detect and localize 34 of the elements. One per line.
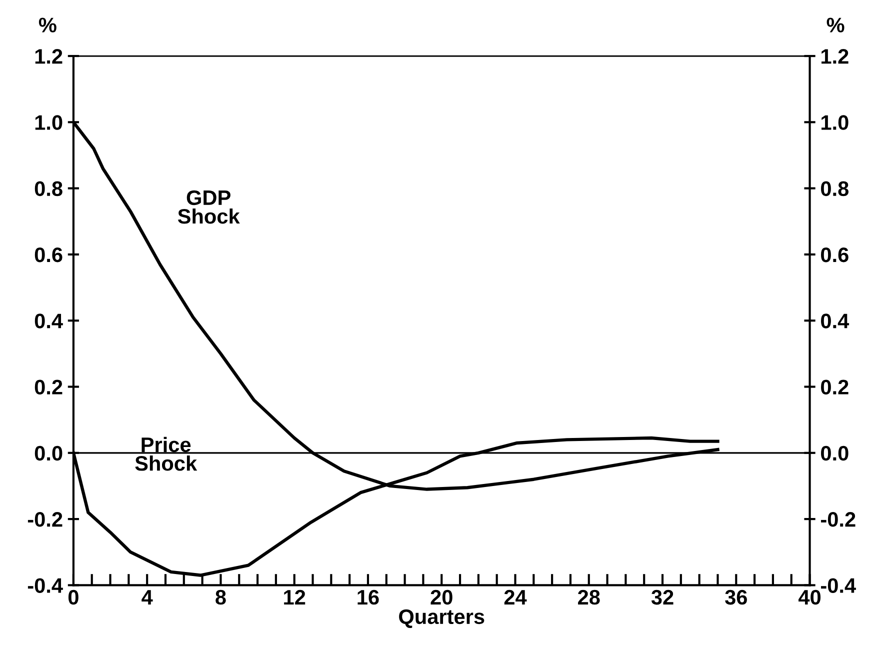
x-tick-label: 28 [578,590,600,605]
x-axis-title: Quarters [399,609,484,628]
x-tick-label: 0 [68,590,78,605]
y2-tick-label: 0.8 [821,181,849,196]
x-tick-label: 32 [651,590,674,605]
y2-tick-label: 0.6 [821,247,848,262]
text: Price Shock [135,436,198,471]
y2-tick-label: 0.4 [821,314,850,328]
y2-tick-label: 1.0 [822,115,848,130]
series-label: GDP Shock [178,190,240,224]
y-tick-label: 0.6 [34,247,62,262]
y-tick-label: 0.0 [34,446,62,461]
y2-tick-label: -0.4 [821,578,856,593]
x-tick-label: 4 [142,590,153,604]
x-tick-label: 36 [725,590,747,605]
y-tick-label: 1.2 [35,49,62,64]
x-tick-label: 40 [798,590,821,605]
x-tick-label: 20 [430,590,452,605]
x-tick-label: 12 [284,590,306,604]
x-tick-label: 24 [504,590,527,604]
x-tick-label: 8 [216,590,226,605]
y-axis-title: % [38,18,56,32]
y2-tick-label: 1.2 [822,49,848,64]
x-tick-label: 16 [358,590,379,605]
y-tick-label: 0.2 [34,380,62,395]
y2-tick-label: 0.2 [821,380,848,395]
y2-tick-label: 0.0 [821,446,848,461]
y-tick-label: -0.2 [28,512,62,527]
y2-axis-title: % [826,18,844,32]
y2-tick-label: -0.2 [821,512,856,527]
y-tick-label: 0.4 [34,314,63,328]
y-tick-label: -0.4 [28,578,63,593]
y-tick-label: 1.0 [35,115,62,130]
y-tick-label: 0.8 [34,181,62,196]
